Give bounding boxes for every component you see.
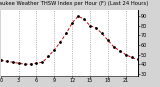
Text: Milwaukee Weather THSW Index per Hour (F) (Last 24 Hours): Milwaukee Weather THSW Index per Hour (F… [0, 1, 148, 6]
